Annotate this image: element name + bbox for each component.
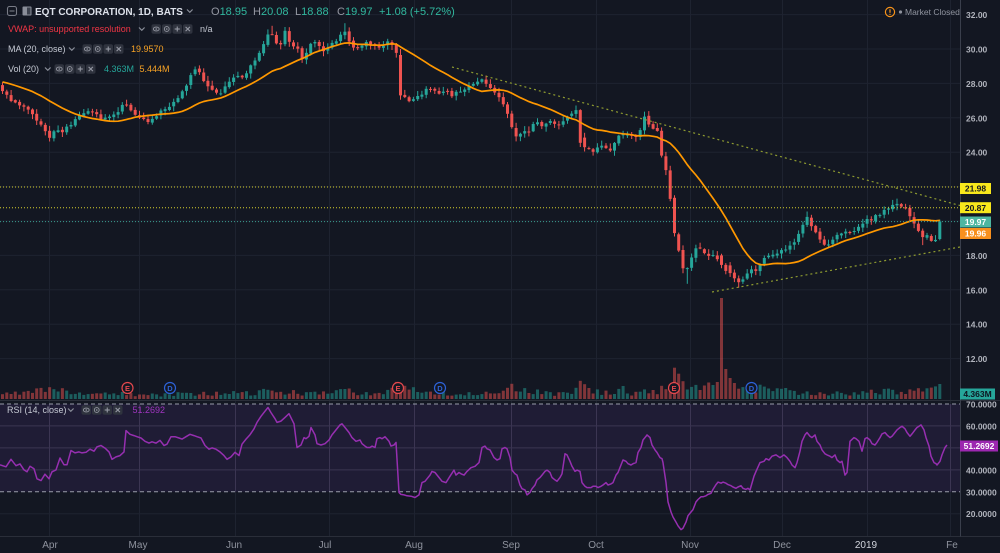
svg-text:n/a: n/a xyxy=(200,24,213,34)
svg-text:12.00: 12.00 xyxy=(966,354,988,364)
svg-text:RSI (14, close): RSI (14, close) xyxy=(7,405,67,415)
svg-text:40.0000: 40.0000 xyxy=(966,465,997,475)
svg-text:16.00: 16.00 xyxy=(966,285,988,295)
svg-text:H20.08: H20.08 xyxy=(253,6,288,18)
svg-text:19.97: 19.97 xyxy=(965,217,987,227)
svg-text:VWAP: unsupported resolution: VWAP: unsupported resolution xyxy=(8,24,131,34)
svg-text:Oct: Oct xyxy=(588,540,604,551)
svg-text:14.00: 14.00 xyxy=(966,320,988,330)
svg-text:Vol (20): Vol (20) xyxy=(8,64,39,74)
svg-text:18.00: 18.00 xyxy=(966,251,988,261)
svg-text:Sep: Sep xyxy=(502,540,520,551)
svg-text:70.0000: 70.0000 xyxy=(966,400,997,410)
svg-text:5.444M: 5.444M xyxy=(140,64,170,74)
svg-text:32.00: 32.00 xyxy=(966,10,988,20)
svg-text:D: D xyxy=(437,384,443,393)
svg-text:30.0000: 30.0000 xyxy=(966,487,997,497)
svg-text:C19.97: C19.97 xyxy=(337,6,372,18)
svg-text:4.363M: 4.363M xyxy=(104,64,134,74)
svg-text:Aug: Aug xyxy=(405,540,423,551)
svg-text:51.2692: 51.2692 xyxy=(133,405,166,415)
svg-text:Dec: Dec xyxy=(773,540,791,551)
svg-text:28.00: 28.00 xyxy=(966,79,988,89)
svg-text:E: E xyxy=(395,384,400,393)
svg-text:+1.08 (+5.72%): +1.08 (+5.72%) xyxy=(379,6,455,18)
svg-text:EQT CORPORATION, 1D, BATS: EQT CORPORATION, 1D, BATS xyxy=(35,7,183,18)
svg-text:26.00: 26.00 xyxy=(966,113,988,123)
svg-text:E: E xyxy=(671,384,676,393)
svg-text:21.98: 21.98 xyxy=(965,184,987,194)
svg-text:Jul: Jul xyxy=(319,540,332,551)
svg-text:24.00: 24.00 xyxy=(966,148,988,158)
svg-text:O18.95: O18.95 xyxy=(211,6,247,18)
svg-text:D: D xyxy=(167,384,173,393)
svg-text:20.0000: 20.0000 xyxy=(966,509,997,519)
svg-text:L18.88: L18.88 xyxy=(295,6,329,18)
svg-text:D: D xyxy=(749,384,755,393)
svg-text:51.2692: 51.2692 xyxy=(964,441,995,451)
svg-text:Nov: Nov xyxy=(681,540,699,551)
svg-text:Fe: Fe xyxy=(946,540,958,551)
svg-text:19.9570: 19.9570 xyxy=(131,44,164,54)
svg-text:Market Closed: Market Closed xyxy=(905,7,960,17)
svg-text:4.363M: 4.363M xyxy=(963,389,991,399)
svg-text:30.00: 30.00 xyxy=(966,45,988,55)
svg-text:60.0000: 60.0000 xyxy=(966,421,997,431)
svg-text:MA (20, close): MA (20, close) xyxy=(8,44,66,54)
svg-text:20.87: 20.87 xyxy=(965,203,987,213)
svg-text:2019: 2019 xyxy=(855,540,878,551)
svg-text:Jun: Jun xyxy=(226,540,242,551)
svg-text:E: E xyxy=(125,384,130,393)
svg-text:19.96: 19.96 xyxy=(965,229,987,239)
svg-text:Apr: Apr xyxy=(42,540,58,551)
svg-text:May: May xyxy=(129,540,148,551)
